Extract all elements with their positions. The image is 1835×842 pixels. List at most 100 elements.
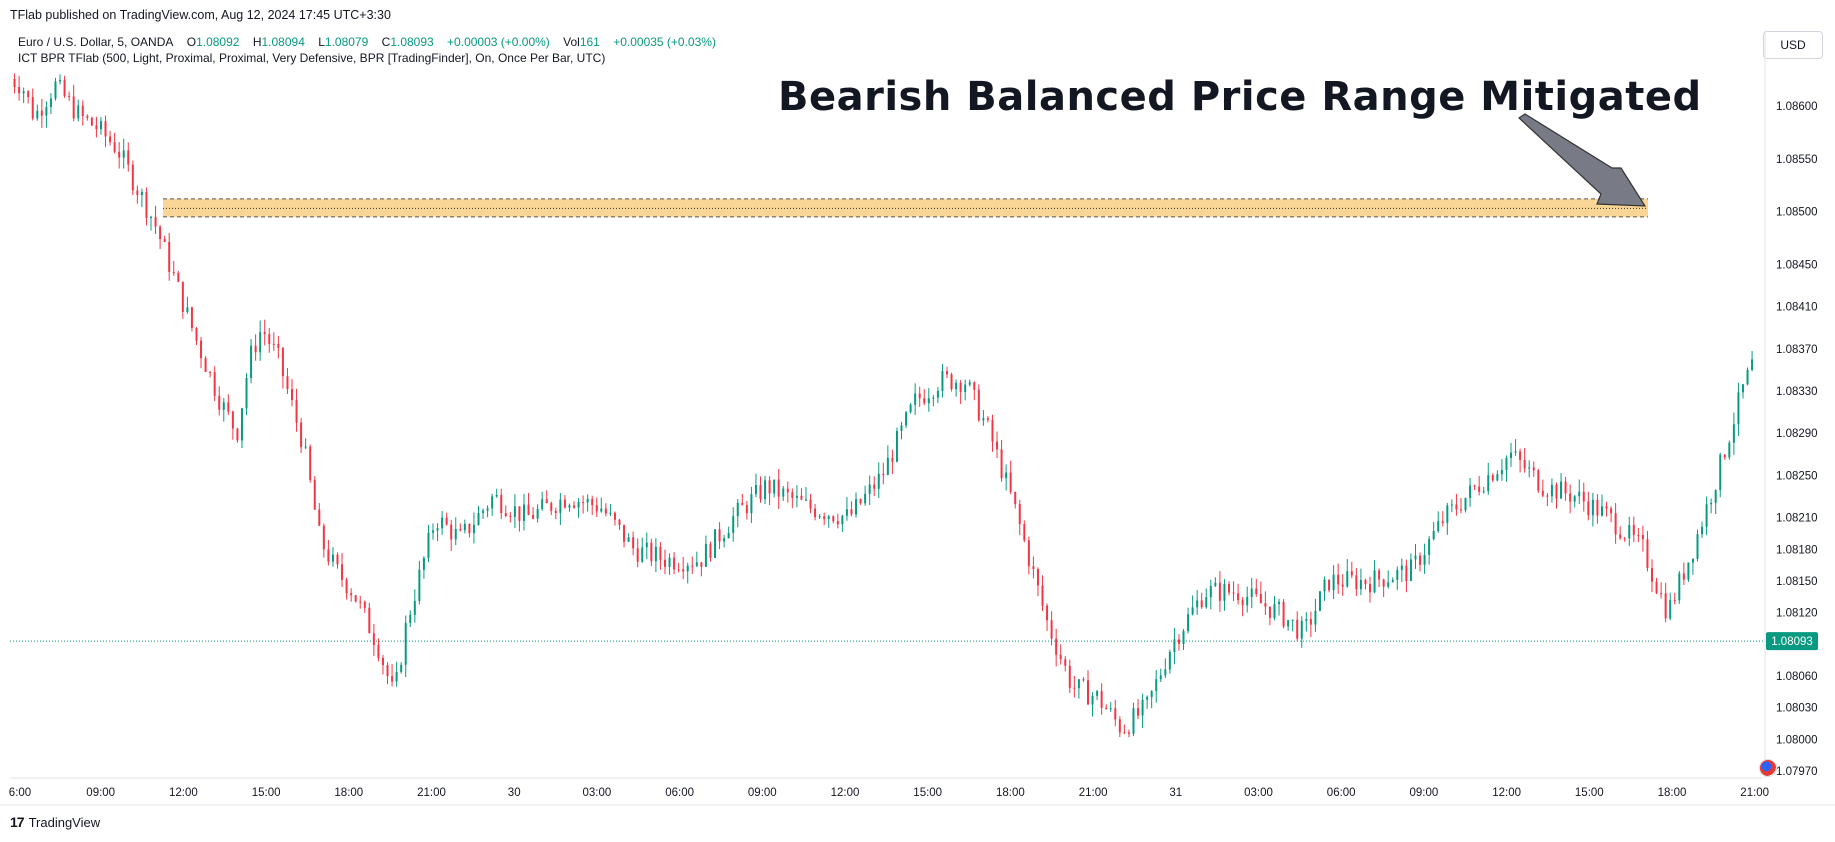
candle-body [1673,600,1676,602]
candle-body [905,412,908,426]
candle-body [145,191,148,218]
candle-body [723,538,726,542]
candle-body [200,340,203,359]
x-tick-label: 12:00 [831,787,860,799]
candle-body [1455,504,1458,510]
candle-body [1569,493,1572,502]
y-tick-label: 1.08180 [1776,544,1818,556]
candle-body [1405,565,1408,581]
candle-body [1464,497,1467,511]
candle-body [1032,566,1035,570]
candle-body [882,473,885,476]
x-tick-label: 15:00 [1575,787,1604,799]
candle-body [122,150,125,158]
candle-body [359,601,362,603]
candle-body [1687,562,1690,580]
candle-body [1587,501,1590,516]
close-label: C [381,35,391,49]
candle-body [1373,570,1376,593]
candle-body [418,569,421,601]
candle-body [1177,639,1180,644]
candle-body [240,408,243,441]
candle-body [309,446,312,481]
candle-body [504,513,507,516]
tradingview-logo[interactable]: 17 TradingView [10,814,100,830]
currency-button[interactable]: USD [1763,31,1823,59]
low-label: L [318,35,325,49]
candle-body [218,395,221,410]
candle-body [850,509,853,515]
y-tick-label: 1.08410 [1776,302,1818,314]
symbol-legend[interactable]: Euro / U.S. Dollar, 5, OANDA O1.08092 H1… [18,35,716,49]
candle-body [1018,504,1021,525]
candle-body [1127,732,1130,734]
candle-body [950,374,953,390]
candle-body [77,105,80,119]
candle-body [250,345,253,378]
x-axis[interactable]: 6:00 09:00 12:00 15:00 18:00 21:00 30 03:00 06:0… [0,777,1835,806]
candle-body [1091,695,1094,705]
candle-body [1591,499,1594,516]
candle-body [1632,524,1635,535]
arrow-layer [1518,113,1647,207]
candle-body [195,327,198,341]
candle-body [868,484,871,494]
candle-body [1123,732,1126,734]
bpr-zone [163,198,1648,217]
volume-value: 161 [579,35,600,49]
candle-body [1669,600,1672,619]
candle-body [1473,485,1476,487]
price-line-layer: 1.08093 [10,632,1818,651]
candle-body [1641,535,1644,540]
change-value: +0.00003 (+0.00%) [447,35,550,49]
candle-body [1009,472,1012,492]
candle-body [964,384,967,392]
x-tick-label: 21:00 [1740,787,1769,799]
bpr-zone-layer [163,198,1648,218]
candle-body [22,91,25,94]
candle-body [927,398,930,404]
candle-body [1682,573,1685,580]
candle-body [1514,451,1517,453]
candle-body [331,554,334,562]
candle-body [568,505,571,508]
candle-body [968,382,971,385]
candle-body [945,371,948,375]
candle-body [1150,690,1153,697]
candle-body [477,512,480,525]
candle-body [1337,574,1340,585]
candle-body [400,664,403,672]
candle-body [482,510,485,513]
candle-body [413,600,416,615]
candle-body [1209,586,1212,598]
symbol-name[interactable]: Euro / U.S. Dollar, 5, OANDA [18,35,174,49]
y-axis[interactable]: 1.08600 1.08550 1.08500 1.08450 1.08410 1.083… [1764,30,1818,778]
candle-body [113,142,116,152]
candle-body [1346,571,1349,587]
candle-body [1268,606,1271,618]
candle-body [1105,707,1108,710]
candle-body [18,87,21,94]
candle-body [395,671,398,682]
candle-body [1446,505,1449,524]
candle-body [450,524,453,540]
candle-body [1314,610,1317,625]
candle-body [227,402,230,412]
candle-body [1619,534,1622,539]
indicator-legend[interactable]: ICT BPR TFlab (500, Light, Proximal, Pro… [18,51,606,65]
flag-icon[interactable] [1759,759,1777,777]
candle-body [814,508,817,518]
candle-body [563,499,566,508]
candle-body [668,557,671,567]
annotation-text: Bearish Balanced Price Range Mitigated [778,74,1702,120]
candle-body [600,508,603,512]
candle-body [391,676,394,682]
candle-body [754,485,757,495]
y-tick-label: 1.08600 [1776,101,1818,113]
candle-body [159,226,162,240]
candle-body [472,524,475,534]
candle-body [254,345,257,353]
candle-body [1414,555,1417,560]
candle-body [1482,491,1485,493]
